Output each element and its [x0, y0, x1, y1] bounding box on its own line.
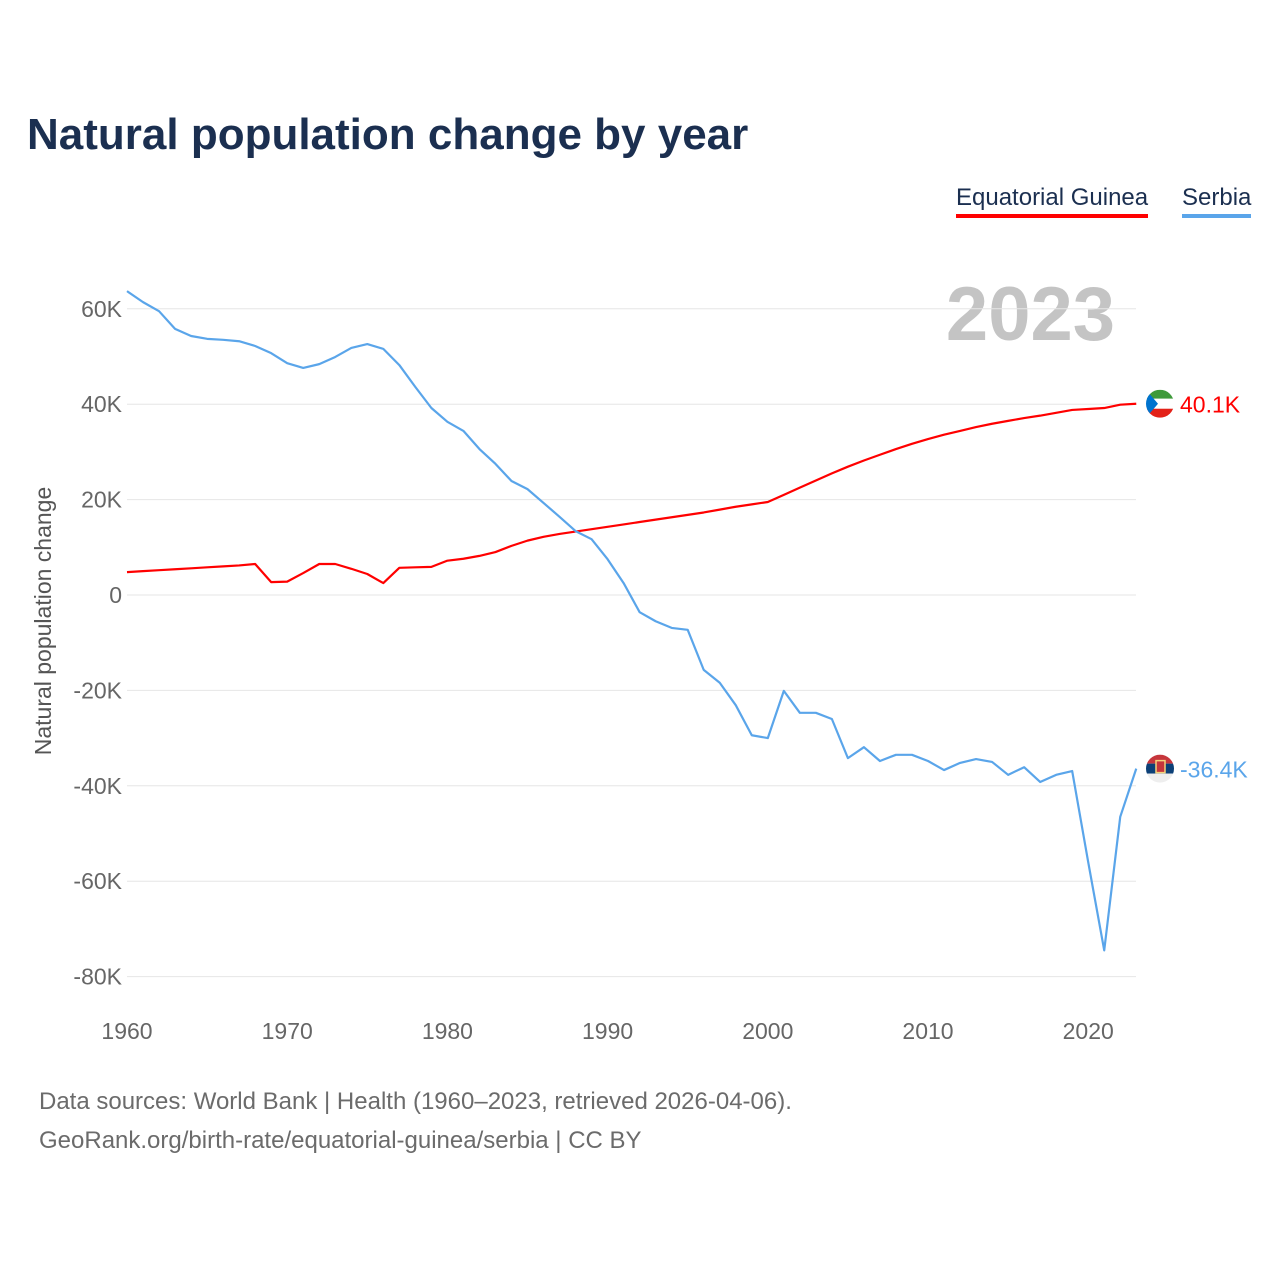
x-tick-label: 1960 — [101, 1018, 152, 1044]
chart-title: Natural population change by year — [27, 110, 749, 159]
y-tick-label: -20K — [73, 677, 122, 703]
end-value-label: 40.1K — [1180, 392, 1241, 418]
x-tick-label: 2010 — [902, 1018, 953, 1044]
equatorial-guinea-flag-icon — [1146, 389, 1174, 418]
y-tick-label: -80K — [73, 964, 122, 990]
footer-attribution[interactable]: GeoRank.org/birth-rate/equatorial-guinea… — [39, 1127, 642, 1154]
serbia-flag-icon — [1146, 754, 1174, 783]
series-line-equatorial-guinea — [126, 402, 1137, 585]
year-label: 2023 — [946, 272, 1115, 357]
y-tick-label: 40K — [81, 391, 123, 417]
x-tick-label: 1970 — [262, 1018, 313, 1044]
x-tick-label: 1980 — [422, 1018, 473, 1044]
x-tick-label: 2020 — [1063, 1018, 1114, 1044]
y-tick-label: 60K — [81, 296, 123, 322]
y-tick-label: 20K — [81, 487, 123, 513]
y-tick-label: -60K — [73, 868, 122, 894]
legend-serbia[interactable]: Serbia — [1182, 184, 1252, 218]
series-line-serbia — [126, 290, 1138, 952]
x-tick-label: 1990 — [582, 1018, 633, 1044]
end-value-label: -36.4K — [1180, 757, 1248, 783]
y-tick-label: 0 — [109, 582, 122, 608]
y-axis-label: Natural population change — [30, 487, 56, 756]
x-tick-label: 2000 — [742, 1018, 793, 1044]
footer-sources: Data sources: World Bank | Health (1960–… — [39, 1088, 792, 1115]
legend-equatorial-guinea[interactable]: Equatorial Guinea — [956, 184, 1149, 218]
y-tick-label: -40K — [73, 773, 122, 799]
